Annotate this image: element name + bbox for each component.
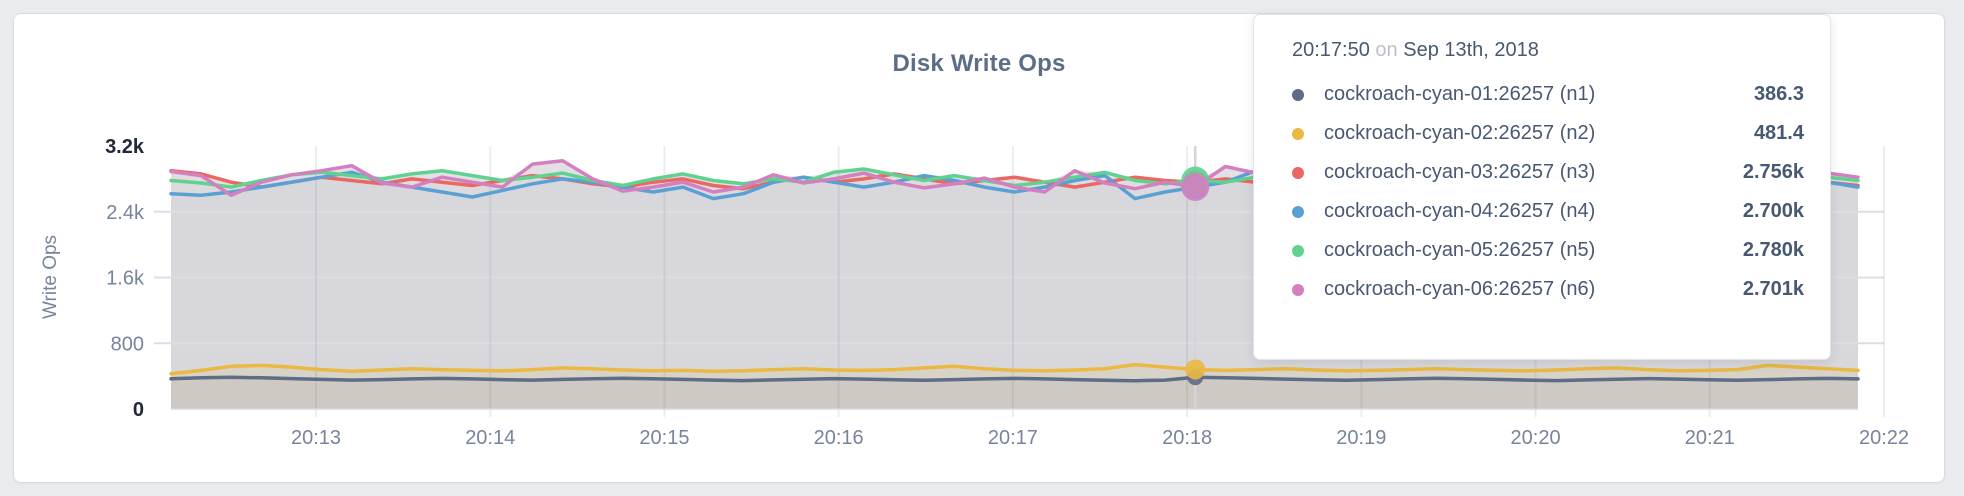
x-axis-tick-label: 20:18 (1162, 427, 1212, 449)
area-fill-n2 (171, 364, 1858, 409)
series-color-dot (1292, 166, 1304, 179)
x-axis-tick-label: 20:16 (814, 427, 864, 449)
y-axis-tick-label: 800 (111, 333, 144, 355)
series-color-dot (1292, 88, 1304, 101)
series-value: 2.780k (1742, 239, 1804, 261)
y-axis-tick-label: 1.6k (106, 268, 145, 290)
y-axis-title: Write Ops (40, 235, 61, 319)
x-axis-tick-label: 20:15 (639, 427, 689, 449)
chart-title: Disk Write Ops (892, 50, 1066, 77)
x-axis-tick-label: 20:13 (291, 427, 341, 449)
tooltip-series-row: cockroach-cyan-04:26257 (n4) 2.700k (1286, 192, 1804, 231)
tooltip-series-row: cockroach-cyan-03:26257 (n3) 2.756k (1286, 153, 1804, 192)
y-axis-tick-label: 2.4k (106, 202, 145, 224)
series-name: cockroach-cyan-04:26257 (n4) (1324, 200, 1596, 222)
series-value: 386.3 (1753, 83, 1804, 105)
chart-tooltip: 20:17:50 on Sep 13th, 2018 cockroach-cya… (1253, 14, 1831, 360)
tooltip-time: 20:17:50 (1292, 39, 1370, 61)
series-line-n1 (169, 375, 1860, 383)
x-axis-tick-label: 20:21 (1685, 427, 1735, 449)
y-axis-tick-label: 0 (133, 399, 144, 421)
tooltip-series-row: cockroach-cyan-06:26257 (n6) 2.701k (1286, 270, 1804, 309)
tooltip-series-row: cockroach-cyan-01:26257 (n1) 386.3 (1286, 75, 1804, 114)
tooltip-date: Sep 13th, 2018 (1403, 39, 1539, 61)
series-value: 2.701k (1742, 278, 1804, 300)
series-line-n2 (169, 362, 1860, 376)
x-axis-tick-label: 20:14 (465, 427, 515, 449)
series-name: cockroach-cyan-03:26257 (n3) (1324, 161, 1596, 183)
series-name: cockroach-cyan-01:26257 (n1) (1324, 83, 1596, 105)
series-name: cockroach-cyan-05:26257 (n5) (1324, 239, 1596, 261)
hover-point-dot-n6 (1181, 173, 1210, 202)
series-color-dot (1292, 244, 1304, 257)
series-name: cockroach-cyan-02:26257 (n2) (1324, 122, 1596, 144)
tooltip-on-word: on (1375, 39, 1398, 61)
x-axis-tick-label: 20:22 (1859, 427, 1909, 449)
series-color-dot (1292, 127, 1304, 140)
area-fill-n1 (171, 377, 1858, 409)
series-value: 481.4 (1753, 122, 1804, 144)
x-axis-tick-label: 20:20 (1511, 427, 1561, 449)
series-color-dot (1292, 205, 1304, 218)
x-axis-tick-label: 20:17 (988, 427, 1038, 449)
series-color-dot (1292, 283, 1304, 296)
tooltip-series-row: cockroach-cyan-02:26257 (n2) 481.4 (1286, 114, 1804, 153)
y-axis-tick-label: 3.2k (105, 136, 145, 158)
series-value: 2.700k (1742, 200, 1804, 222)
hover-point-dot-n2 (1185, 359, 1206, 380)
tooltip-series-row: cockroach-cyan-05:26257 (n5) 2.780k (1286, 231, 1804, 270)
x-axis-tick-label: 20:19 (1336, 427, 1386, 449)
series-name: cockroach-cyan-06:26257 (n6) (1324, 278, 1596, 300)
series-value: 2.756k (1742, 161, 1804, 183)
chart-card: 3.2k 2.4k 1.6k 800 0 20:13 20:14 20:15 20:16 20:1… (13, 13, 1945, 483)
tooltip-header: 20:17:50 on Sep 13th, 2018 (1292, 39, 1804, 62)
